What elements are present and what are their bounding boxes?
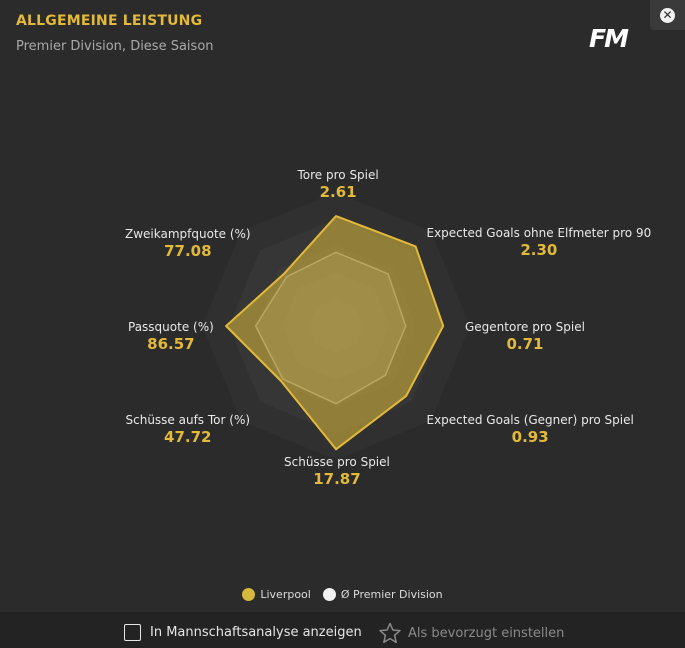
legend-label-team: Liverpool <box>260 588 311 601</box>
close-button[interactable]: ✕ <box>650 0 685 30</box>
axis-name: Zweikampfquote (%) <box>125 227 251 241</box>
axis-name: Schüsse aufs Tor (%) <box>125 413 251 427</box>
show-in-team-analysis-label: In Mannschaftsanalyse anzeigen <box>150 625 362 640</box>
axis-value: 0.71 <box>506 335 544 353</box>
star-icon <box>379 622 401 644</box>
chart-legend: Liverpool Ø Premier Division <box>0 588 685 601</box>
radar-chart <box>225 215 445 451</box>
close-icon: ✕ <box>660 7 675 23</box>
radar-axis-label: Expected Goals (Gegner) pro Spiel 0.93 <box>427 413 634 446</box>
radar-axis-label: Tore pro Spiel 2.61 <box>298 168 379 201</box>
axis-value: 47.72 <box>164 428 212 446</box>
axis-value: 2.61 <box>319 183 357 201</box>
legend-item-league: Ø Premier Division <box>322 588 443 601</box>
axis-value: 17.87 <box>313 470 361 488</box>
radar-axis-label: Passquote (%) 86.57 <box>128 320 214 353</box>
radar-axis-label: Gegentore pro Spiel 0.71 <box>465 320 585 353</box>
performance-panel: ALLGEMEINE LEISTUNG Premier Division, Di… <box>0 0 685 601</box>
axis-name: Gegentore pro Spiel <box>465 320 585 334</box>
radar-axis-label: Schüsse aufs Tor (%) 47.72 <box>126 413 251 446</box>
radar-axis-label: Expected Goals ohne Elfmeter pro 90 2.30 <box>427 226 652 259</box>
axis-value: 77.08 <box>164 242 212 260</box>
show-in-team-analysis-checkbox[interactable] <box>124 624 141 641</box>
radar-axis-label: Zweikampfquote (%) 77.08 <box>125 227 251 260</box>
legend-dot-league <box>322 588 336 601</box>
axis-name: Expected Goals (Gegner) pro Spiel <box>426 413 634 427</box>
axis-name: Expected Goals ohne Elfmeter pro 90 <box>426 226 652 240</box>
panel-title: ALLGEMEINE LEISTUNG <box>16 13 203 29</box>
axis-name: Schüsse pro Spiel <box>284 455 390 469</box>
radar-axis-label: Schüsse pro Spiel 17.87 <box>284 455 390 488</box>
axis-name: Passquote (%) <box>128 320 214 334</box>
set-favorite-button[interactable]: Als bevorzugt einstellen <box>378 622 564 644</box>
legend-item-team: Liverpool <box>242 588 311 601</box>
panel-subtitle: Premier Division, Diese Saison <box>16 39 214 54</box>
show-in-team-analysis-toggle[interactable]: In Mannschaftsanalyse anzeigen <box>124 624 362 641</box>
axis-value: 0.93 <box>511 428 549 446</box>
fm-logo: FM <box>589 24 629 53</box>
team-polygon <box>225 215 445 451</box>
set-favorite-label: Als bevorzugt einstellen <box>408 625 565 641</box>
footer-bar <box>0 612 685 648</box>
axis-value: 2.30 <box>520 241 558 259</box>
axis-name: Tore pro Spiel <box>297 168 379 182</box>
axis-value: 86.57 <box>147 335 195 353</box>
legend-label-league: Ø Premier Division <box>340 588 443 601</box>
legend-dot-team <box>242 588 256 601</box>
